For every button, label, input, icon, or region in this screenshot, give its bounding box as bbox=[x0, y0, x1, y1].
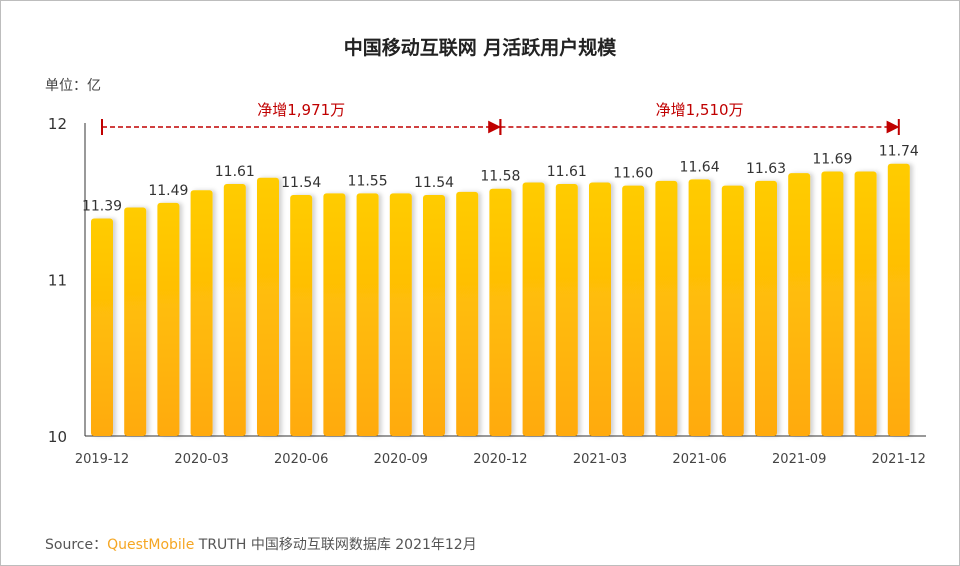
bar bbox=[389, 193, 412, 436]
bar bbox=[290, 194, 313, 436]
x-tick-label: 2020-06 bbox=[274, 452, 328, 467]
data-label: 11.54 bbox=[281, 175, 321, 191]
bar bbox=[257, 177, 279, 436]
bar bbox=[124, 207, 147, 436]
source-rest: TRUTH 中国移动互联网数据库 2021年12月 bbox=[194, 537, 477, 553]
bar bbox=[223, 184, 246, 436]
bar bbox=[721, 185, 744, 436]
x-tick-label: 2019-12 bbox=[75, 452, 129, 467]
bar bbox=[356, 193, 379, 436]
bar bbox=[157, 202, 180, 436]
data-label: 11.61 bbox=[547, 164, 587, 180]
data-label: 11.58 bbox=[480, 169, 520, 185]
bar bbox=[522, 182, 545, 436]
bar bbox=[622, 185, 645, 436]
bar bbox=[688, 179, 711, 436]
bar bbox=[91, 218, 113, 436]
bar bbox=[423, 194, 445, 436]
source-prefix: Source： bbox=[45, 537, 108, 553]
bar bbox=[190, 190, 213, 436]
data-label: 11.74 bbox=[879, 144, 919, 160]
data-label: 11.39 bbox=[82, 198, 122, 214]
data-label: 11.69 bbox=[812, 152, 852, 168]
annotation-label: 净增1,510万 bbox=[656, 101, 744, 119]
data-label: 11.60 bbox=[613, 166, 653, 182]
bar bbox=[887, 163, 910, 436]
data-label: 11.63 bbox=[746, 161, 786, 177]
data-label: 11.64 bbox=[680, 159, 720, 175]
bar bbox=[323, 193, 346, 436]
x-tick-label: 2020-09 bbox=[374, 452, 428, 467]
chart-title: 中国移动互联网 月活跃用户规模 bbox=[343, 37, 617, 59]
data-label: 11.55 bbox=[348, 173, 388, 189]
bar bbox=[854, 171, 877, 436]
source-note: Source：QuestMobile TRUTH 中国移动互联网数据库 2021… bbox=[45, 534, 477, 554]
y-tick-label: 11 bbox=[48, 272, 67, 290]
annotation-label: 净增1,971万 bbox=[257, 101, 345, 119]
data-label: 11.49 bbox=[148, 183, 188, 199]
data-label: 11.61 bbox=[215, 164, 255, 180]
y-tick-label: 12 bbox=[48, 115, 67, 133]
bar bbox=[489, 188, 512, 436]
unit-label: 单位：亿 bbox=[45, 78, 101, 94]
data-label: 11.54 bbox=[414, 175, 454, 191]
bar bbox=[788, 173, 811, 436]
x-tick-label: 2020-03 bbox=[174, 452, 228, 467]
bar bbox=[589, 182, 611, 436]
bar bbox=[655, 180, 678, 436]
bar bbox=[755, 180, 777, 436]
x-tick-label: 2020-12 bbox=[473, 452, 527, 467]
x-tick-label: 2021-12 bbox=[872, 452, 926, 467]
bar bbox=[821, 171, 844, 436]
source-brand: QuestMobile bbox=[107, 537, 195, 553]
bar bbox=[456, 191, 479, 436]
y-tick-label: 10 bbox=[48, 428, 67, 446]
x-tick-label: 2021-09 bbox=[772, 452, 826, 467]
bar bbox=[555, 184, 578, 436]
x-tick-label: 2021-06 bbox=[672, 452, 726, 467]
x-tick-label: 2021-03 bbox=[573, 452, 627, 467]
